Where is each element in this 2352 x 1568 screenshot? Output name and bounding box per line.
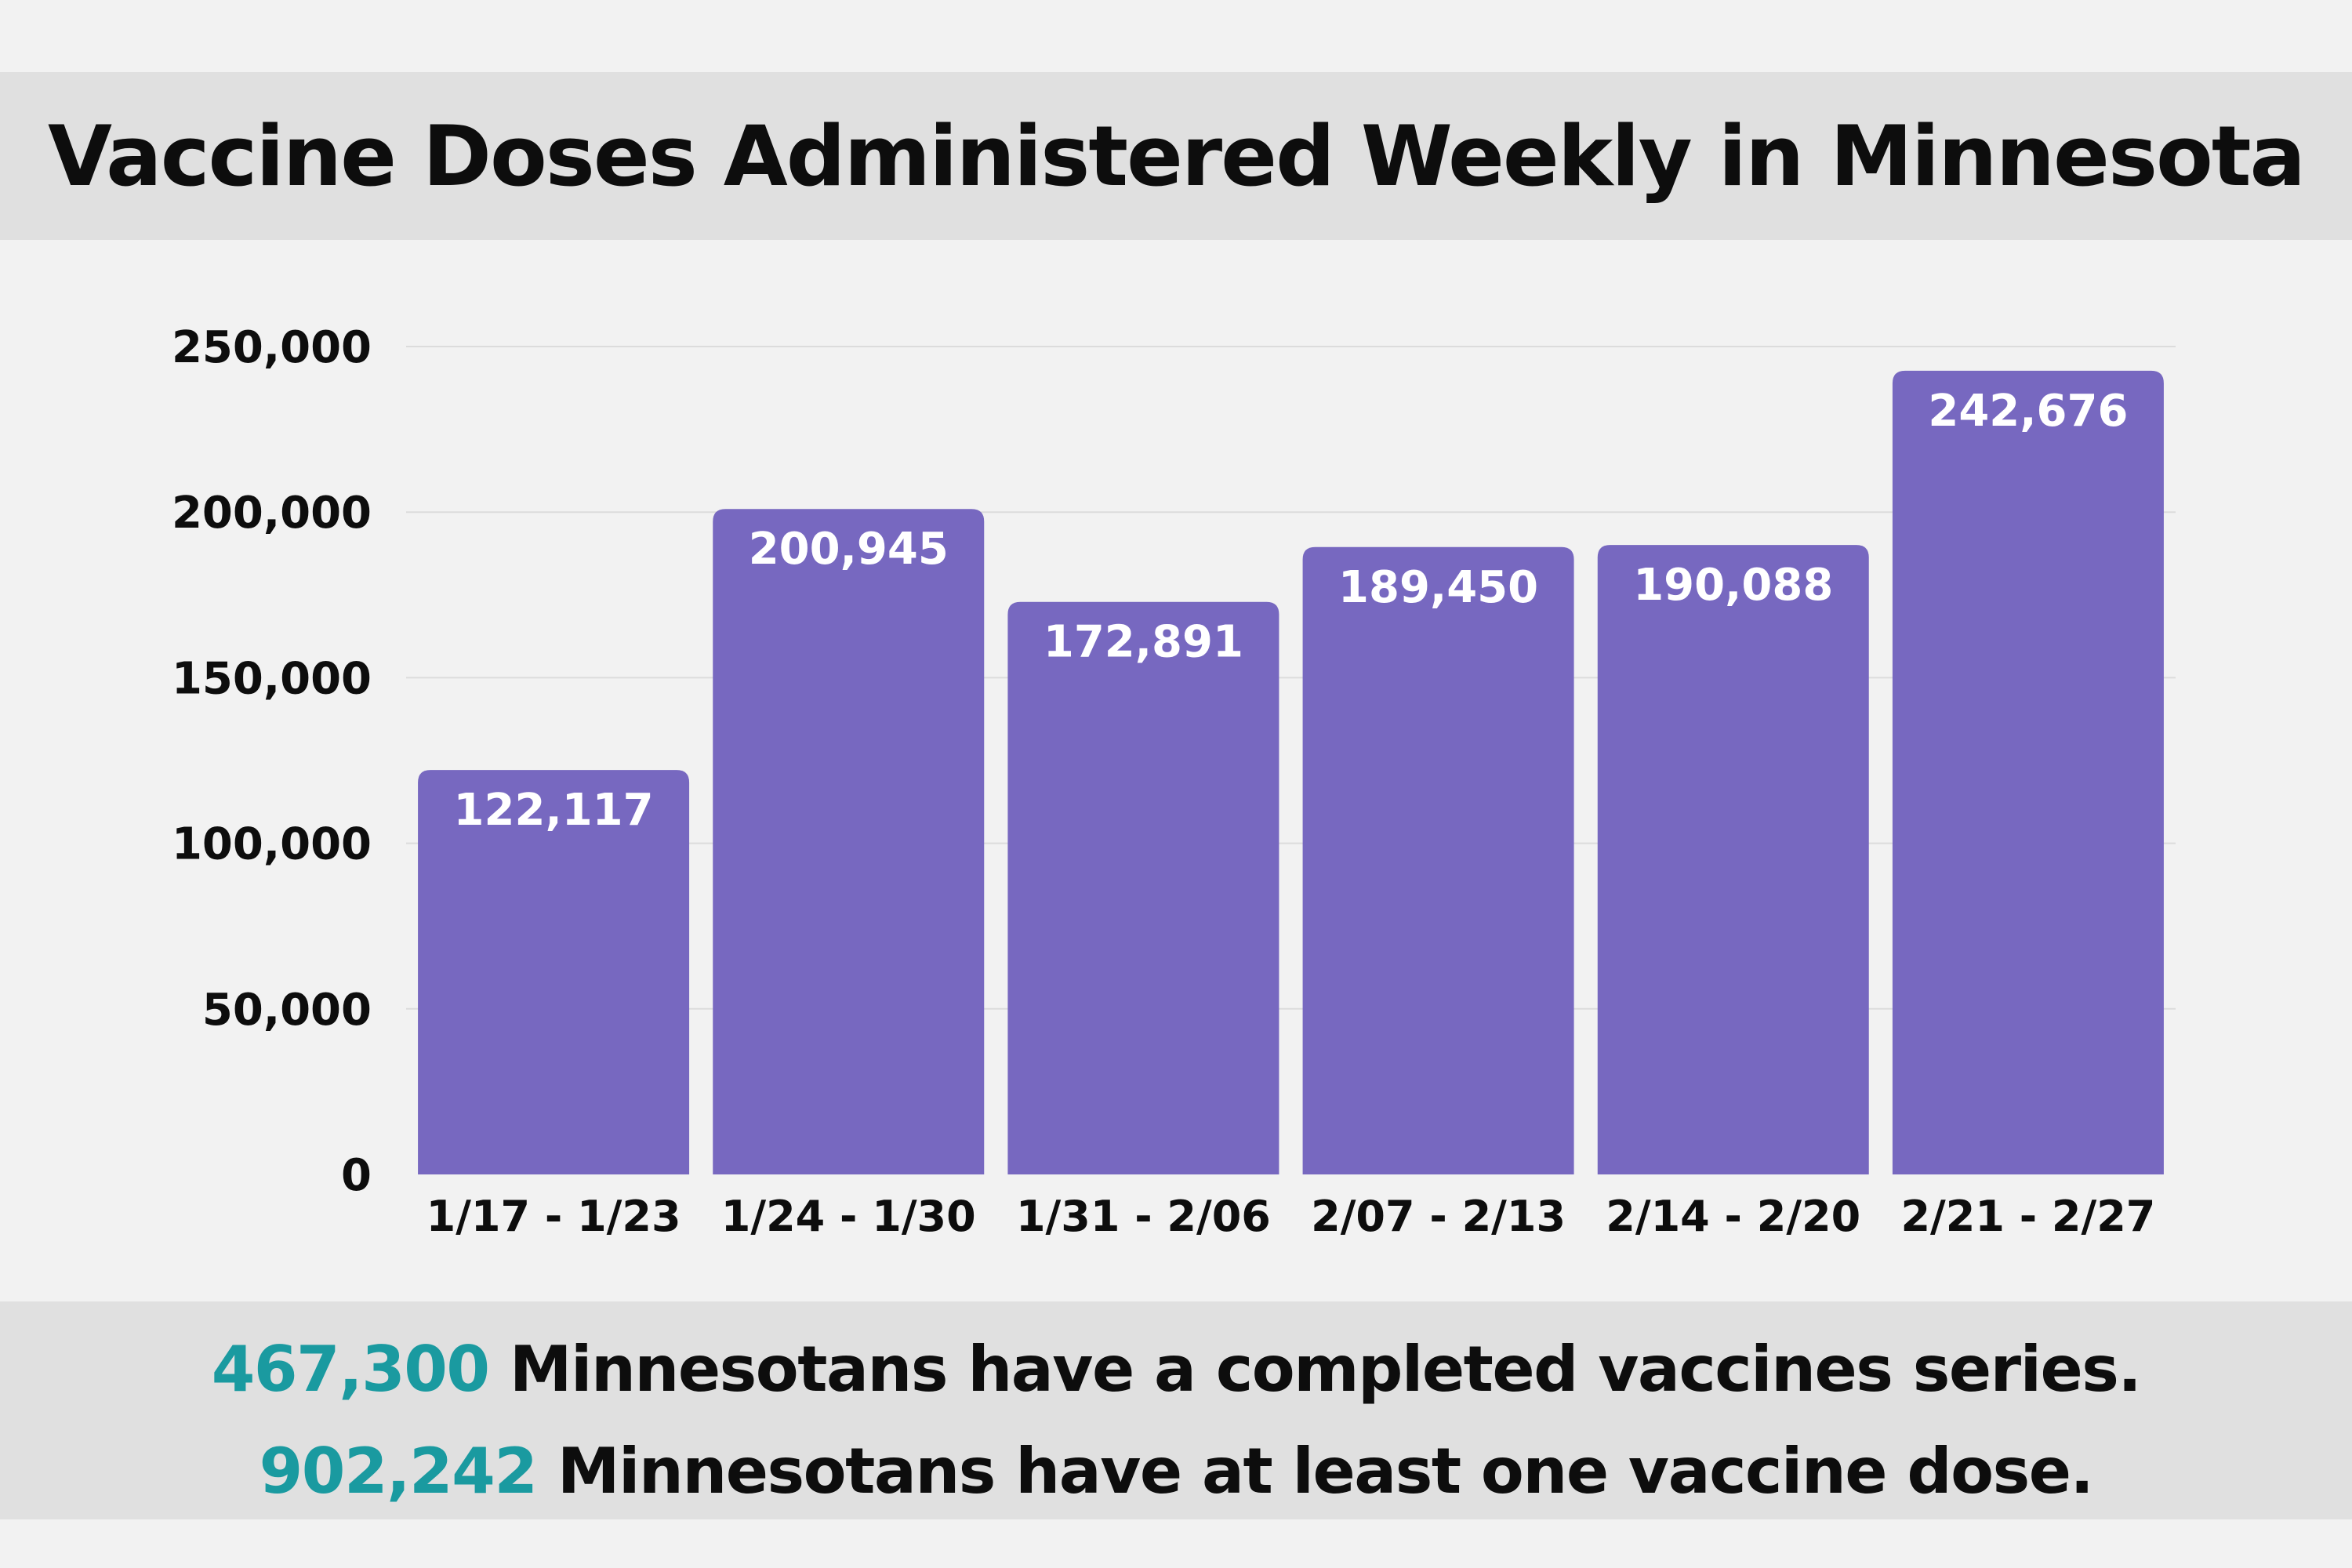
bars (418, 370, 2164, 1175)
y-tick-label: 100,000 (172, 819, 372, 870)
x-tick-label: 2/14 - 2/20 (1606, 1192, 1860, 1241)
y-tick-label: 200,000 (172, 488, 372, 539)
y-tick-label: 50,000 (202, 985, 372, 1036)
y-axis-tick-labels: 0 50,000 100,000 150,000 200,000 250,000 (172, 322, 372, 1201)
bar (1597, 545, 1869, 1174)
one-dose-text: Minnesotans have at least one vaccine do… (536, 1435, 2094, 1508)
title-band: Vaccine Doses Administered Weekly in Min… (0, 72, 2352, 240)
bar (418, 770, 690, 1174)
bar-value-labels: 122,117 200,945 172,891 189,450 190,088 242,6… (454, 386, 2129, 836)
bar-value-label: 200,945 (749, 524, 949, 575)
completed-series-statement: 467,300 Minnesotans have a completed vac… (0, 1333, 2352, 1406)
completed-series-count: 467,300 (211, 1333, 490, 1406)
y-tick-label: 250,000 (172, 322, 372, 373)
one-dose-count: 902,242 (259, 1435, 538, 1508)
bar-value-label: 190,088 (1633, 560, 1833, 611)
y-tick-label: 150,000 (172, 653, 372, 704)
chart-title: Vaccine Doses Administered Weekly in Min… (47, 107, 2306, 205)
y-tick-label: 0 (341, 1150, 372, 1201)
bar-value-label: 189,450 (1338, 562, 1538, 613)
bar-value-label: 242,676 (1928, 386, 2128, 437)
x-axis-tick-labels: 1/17 - 1/23 1/24 - 1/30 1/31 - 2/06 2/07 - … (426, 1192, 2156, 1241)
bar-value-label: 122,117 (454, 785, 654, 836)
one-dose-statement: 902,242 Minnesotans have at least one va… (0, 1435, 2352, 1508)
x-tick-label: 2/07 - 2/13 (1311, 1192, 1566, 1241)
x-tick-label: 1/17 - 1/23 (426, 1192, 681, 1241)
bar (1892, 370, 2164, 1175)
x-tick-label: 2/21 - 2/27 (1900, 1192, 2155, 1241)
summary-band: 467,300 Minnesotans have a completed vac… (0, 1301, 2352, 1519)
bar (713, 509, 985, 1174)
bar (1007, 601, 1279, 1174)
completed-series-text: Minnesotans have a completed vaccines se… (488, 1333, 2142, 1406)
bar-value-label: 172,891 (1044, 617, 1243, 668)
x-tick-label: 1/24 - 1/30 (721, 1192, 976, 1241)
x-tick-label: 1/31 - 2/06 (1016, 1192, 1271, 1241)
bar (1302, 546, 1574, 1174)
grid-lines (406, 346, 2176, 1010)
